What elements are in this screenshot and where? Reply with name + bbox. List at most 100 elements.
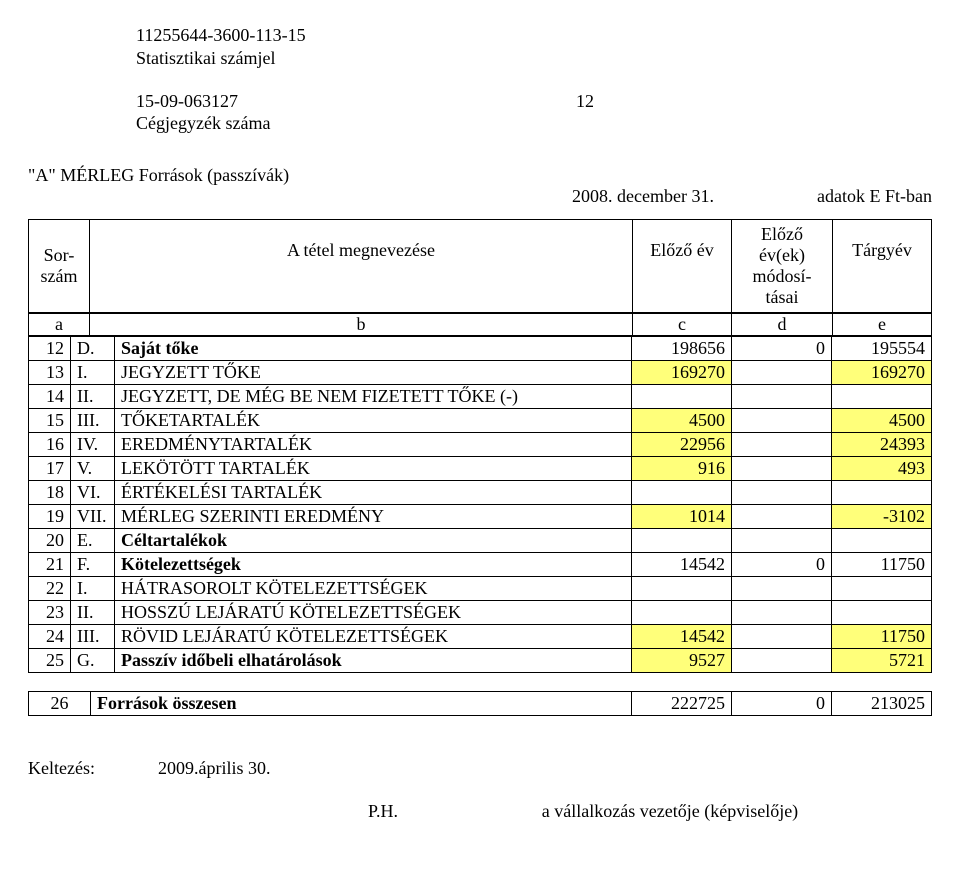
col-head-modifications: Előző év(ek) módosí- tásai bbox=[732, 219, 832, 313]
row-prefix: E. bbox=[71, 528, 115, 552]
column-letter-row: a b c d e bbox=[28, 313, 932, 336]
row-cur-value: 4500 bbox=[832, 408, 932, 432]
row-title: Kötelezettségek bbox=[115, 552, 632, 576]
row-cur-value bbox=[832, 528, 932, 552]
row-cur-value: 11750 bbox=[832, 552, 932, 576]
row-cur-value bbox=[832, 384, 932, 408]
row-cur-value bbox=[832, 480, 932, 504]
row-prev-value: 169270 bbox=[632, 360, 732, 384]
table-row: 16IV.EREDMÉNYTARTALÉK2295624393 bbox=[29, 432, 932, 456]
row-title: JEGYZETT, DE MÉG BE NEM FIZETETT TŐKE (-… bbox=[115, 384, 632, 408]
row-cur-value bbox=[832, 600, 932, 624]
table-row: 14II.JEGYZETT, DE MÉG BE NEM FIZETETT TŐ… bbox=[29, 384, 932, 408]
row-mod-value bbox=[732, 600, 832, 624]
col-letter-d: d bbox=[732, 313, 832, 336]
col-head-sorszam: Sor- szám bbox=[28, 219, 90, 313]
row-mod-value bbox=[732, 384, 832, 408]
row-prev-value: 198656 bbox=[632, 336, 732, 360]
totals-table: 26 Források összesen 222725 0 213025 bbox=[28, 691, 932, 716]
row-number: 20 bbox=[29, 528, 71, 552]
row-prefix: III. bbox=[71, 408, 115, 432]
table-row: 25G.Passzív időbeli elhatárolások9527 572… bbox=[29, 648, 932, 672]
row-prev-value: 9527 bbox=[632, 648, 732, 672]
totals-prev: 222725 bbox=[632, 691, 732, 715]
document-footer: Keltezés: 2009.április 30. P.H. a vállal… bbox=[28, 758, 932, 822]
row-title: EREDMÉNYTARTALÉK bbox=[115, 432, 632, 456]
row-number: 19 bbox=[29, 504, 71, 528]
row-mod-value: 0 bbox=[732, 552, 832, 576]
row-mod-value bbox=[732, 624, 832, 648]
col-letter-e: e bbox=[832, 313, 932, 336]
row-title: HOSSZÚ LEJÁRATÚ KÖTELEZETTSÉGEK bbox=[115, 600, 632, 624]
row-cur-value: 195554 bbox=[832, 336, 932, 360]
row-prefix: III. bbox=[71, 624, 115, 648]
row-mod-value bbox=[732, 648, 832, 672]
row-prev-value bbox=[632, 576, 732, 600]
units-label: adatok E Ft-ban bbox=[758, 186, 932, 207]
row-cur-value: 5721 bbox=[832, 648, 932, 672]
row-number: 13 bbox=[29, 360, 71, 384]
table-row: 23II.HOSSZÚ LEJÁRATÚ KÖTELEZETTSÉGEK bbox=[29, 600, 932, 624]
col-letter-b: b bbox=[90, 313, 632, 336]
page-number: 12 bbox=[576, 91, 594, 112]
totals-mod: 0 bbox=[732, 691, 832, 715]
row-title: Saját tőke bbox=[115, 336, 632, 360]
balance-table: 12D.Saját tőke198656019555413I.JEGYZETT … bbox=[28, 336, 932, 673]
row-prefix: IV. bbox=[71, 432, 115, 456]
table-row: 18VI.ÉRTÉKELÉSI TARTALÉK bbox=[29, 480, 932, 504]
row-cur-value: -3102 bbox=[832, 504, 932, 528]
document-header: 11255644-3600-113-15 Statisztikai számje… bbox=[136, 24, 932, 135]
row-prefix: I. bbox=[71, 360, 115, 384]
row-mod-value bbox=[732, 408, 832, 432]
row-mod-value bbox=[732, 360, 832, 384]
row-prev-value bbox=[632, 384, 732, 408]
row-number: 16 bbox=[29, 432, 71, 456]
row-prefix: G. bbox=[71, 648, 115, 672]
col-head-name: A tétel megnevezése bbox=[90, 219, 632, 313]
col-head-current-year: Tárgyév bbox=[832, 219, 932, 313]
table-row: 19VII.MÉRLEG SZERINTI EREDMÉNY1014-3102 bbox=[29, 504, 932, 528]
row-number: 21 bbox=[29, 552, 71, 576]
row-prefix: F. bbox=[71, 552, 115, 576]
row-title: Passzív időbeli elhatárolások bbox=[115, 648, 632, 672]
row-cur-value: 169270 bbox=[832, 360, 932, 384]
row-prev-value: 916 bbox=[632, 456, 732, 480]
row-mod-value: 0 bbox=[732, 336, 832, 360]
row-cur-value bbox=[832, 576, 932, 600]
row-number: 17 bbox=[29, 456, 71, 480]
row-title: TŐKETARTALÉK bbox=[115, 408, 632, 432]
row-prefix: VII. bbox=[71, 504, 115, 528]
table-row: 24III.RÖVID LEJÁRATÚ KÖTELEZETTSÉGEK1454… bbox=[29, 624, 932, 648]
row-prefix: II. bbox=[71, 384, 115, 408]
table-row: 17V.LEKÖTÖTT TARTALÉK916493 bbox=[29, 456, 932, 480]
row-title: HÁTRASOROLT KÖTELEZETTSÉGEK bbox=[115, 576, 632, 600]
row-title: ÉRTÉKELÉSI TARTALÉK bbox=[115, 480, 632, 504]
sheet-title: "A" MÉRLEG Források (passzívák) bbox=[28, 165, 932, 186]
row-title: MÉRLEG SZERINTI EREDMÉNY bbox=[115, 504, 632, 528]
row-prev-value bbox=[632, 480, 732, 504]
row-number: 15 bbox=[29, 408, 71, 432]
row-number: 22 bbox=[29, 576, 71, 600]
row-number: 25 bbox=[29, 648, 71, 672]
signature-line: a vállalkozás vezetője (képviselője) bbox=[408, 801, 932, 822]
row-number: 23 bbox=[29, 600, 71, 624]
row-title: JEGYZETT TŐKE bbox=[115, 360, 632, 384]
row-mod-value bbox=[732, 576, 832, 600]
row-title: Céltartalékok bbox=[115, 528, 632, 552]
dated-label: Keltezés: bbox=[28, 758, 158, 779]
ph-stamp: P.H. bbox=[28, 801, 408, 822]
row-prefix: V. bbox=[71, 456, 115, 480]
table-row: 12D.Saját tőke1986560195554 bbox=[29, 336, 932, 360]
col-letter-c: c bbox=[632, 313, 732, 336]
column-headers: Sor- szám A tétel megnevezése Előző év E… bbox=[28, 219, 932, 313]
row-prefix: VI. bbox=[71, 480, 115, 504]
totals-cur: 213025 bbox=[832, 691, 932, 715]
row-cur-value: 11750 bbox=[832, 624, 932, 648]
table-row: 20E.Céltartalékok bbox=[29, 528, 932, 552]
totals-row: 26 Források összesen 222725 0 213025 bbox=[29, 691, 932, 715]
date-row: 2008. december 31. adatok E Ft-ban bbox=[28, 186, 932, 207]
row-mod-value bbox=[732, 528, 832, 552]
row-prev-value: 14542 bbox=[632, 624, 732, 648]
row-prev-value: 22956 bbox=[632, 432, 732, 456]
stat-id: 11255644-3600-113-15 bbox=[136, 24, 932, 47]
